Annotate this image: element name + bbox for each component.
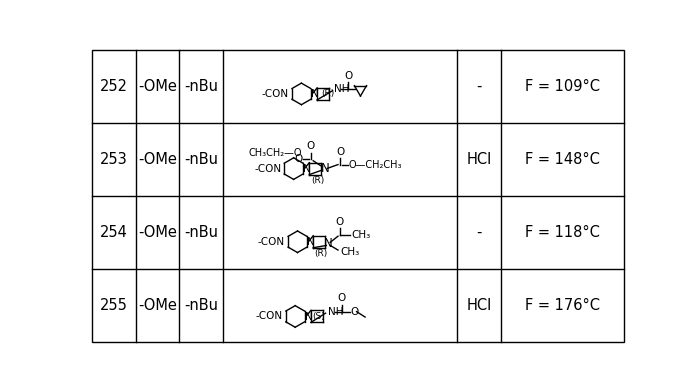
Text: O: O — [294, 154, 303, 164]
Text: (S): (S) — [312, 312, 325, 321]
Text: CH₃: CH₃ — [340, 247, 359, 256]
Text: CH₃: CH₃ — [351, 230, 370, 240]
Text: -: - — [477, 79, 482, 94]
Text: F = 176°C: F = 176°C — [525, 298, 600, 313]
Text: NH: NH — [334, 84, 350, 94]
Text: O: O — [336, 217, 344, 227]
Text: F = 109°C: F = 109°C — [525, 79, 600, 94]
Text: F = 118°C: F = 118°C — [525, 225, 600, 240]
Text: 252: 252 — [100, 79, 128, 94]
Text: O: O — [307, 142, 315, 151]
Text: -OMe: -OMe — [138, 79, 177, 94]
Text: (R): (R) — [315, 249, 328, 258]
Text: F = 148°C: F = 148°C — [525, 152, 600, 167]
Text: -CON: -CON — [256, 312, 283, 321]
Text: HCl: HCl — [466, 152, 491, 167]
Text: N: N — [324, 237, 333, 250]
Text: O: O — [338, 293, 346, 303]
Text: N: N — [311, 89, 319, 99]
Text: O: O — [336, 147, 345, 157]
Text: O: O — [344, 71, 352, 81]
Text: O: O — [350, 307, 359, 317]
Text: -CON: -CON — [258, 237, 285, 247]
Text: -nBu: -nBu — [184, 152, 218, 167]
Text: (R): (R) — [311, 176, 324, 185]
Text: -OMe: -OMe — [138, 225, 177, 240]
Text: N: N — [305, 312, 312, 322]
Text: NH: NH — [328, 307, 343, 317]
Text: N: N — [320, 162, 329, 175]
Text: 253: 253 — [100, 152, 128, 167]
Text: N: N — [307, 237, 315, 247]
Text: -OMe: -OMe — [138, 298, 177, 313]
Text: -: - — [477, 225, 482, 240]
Text: CH₃CH₂—O: CH₃CH₂—O — [248, 148, 301, 158]
Text: -nBu: -nBu — [184, 79, 218, 94]
Text: -CON: -CON — [262, 89, 289, 99]
Text: -CON: -CON — [254, 164, 281, 173]
Text: HCl: HCl — [466, 298, 491, 313]
Text: 255: 255 — [100, 298, 128, 313]
Text: -nBu: -nBu — [184, 298, 218, 313]
Text: -nBu: -nBu — [184, 225, 218, 240]
Text: -OMe: -OMe — [138, 152, 177, 167]
Text: (R): (R) — [321, 89, 334, 98]
Text: O—CH₂CH₃: O—CH₂CH₃ — [349, 159, 403, 170]
Text: N: N — [303, 164, 311, 174]
Text: 254: 254 — [100, 225, 128, 240]
